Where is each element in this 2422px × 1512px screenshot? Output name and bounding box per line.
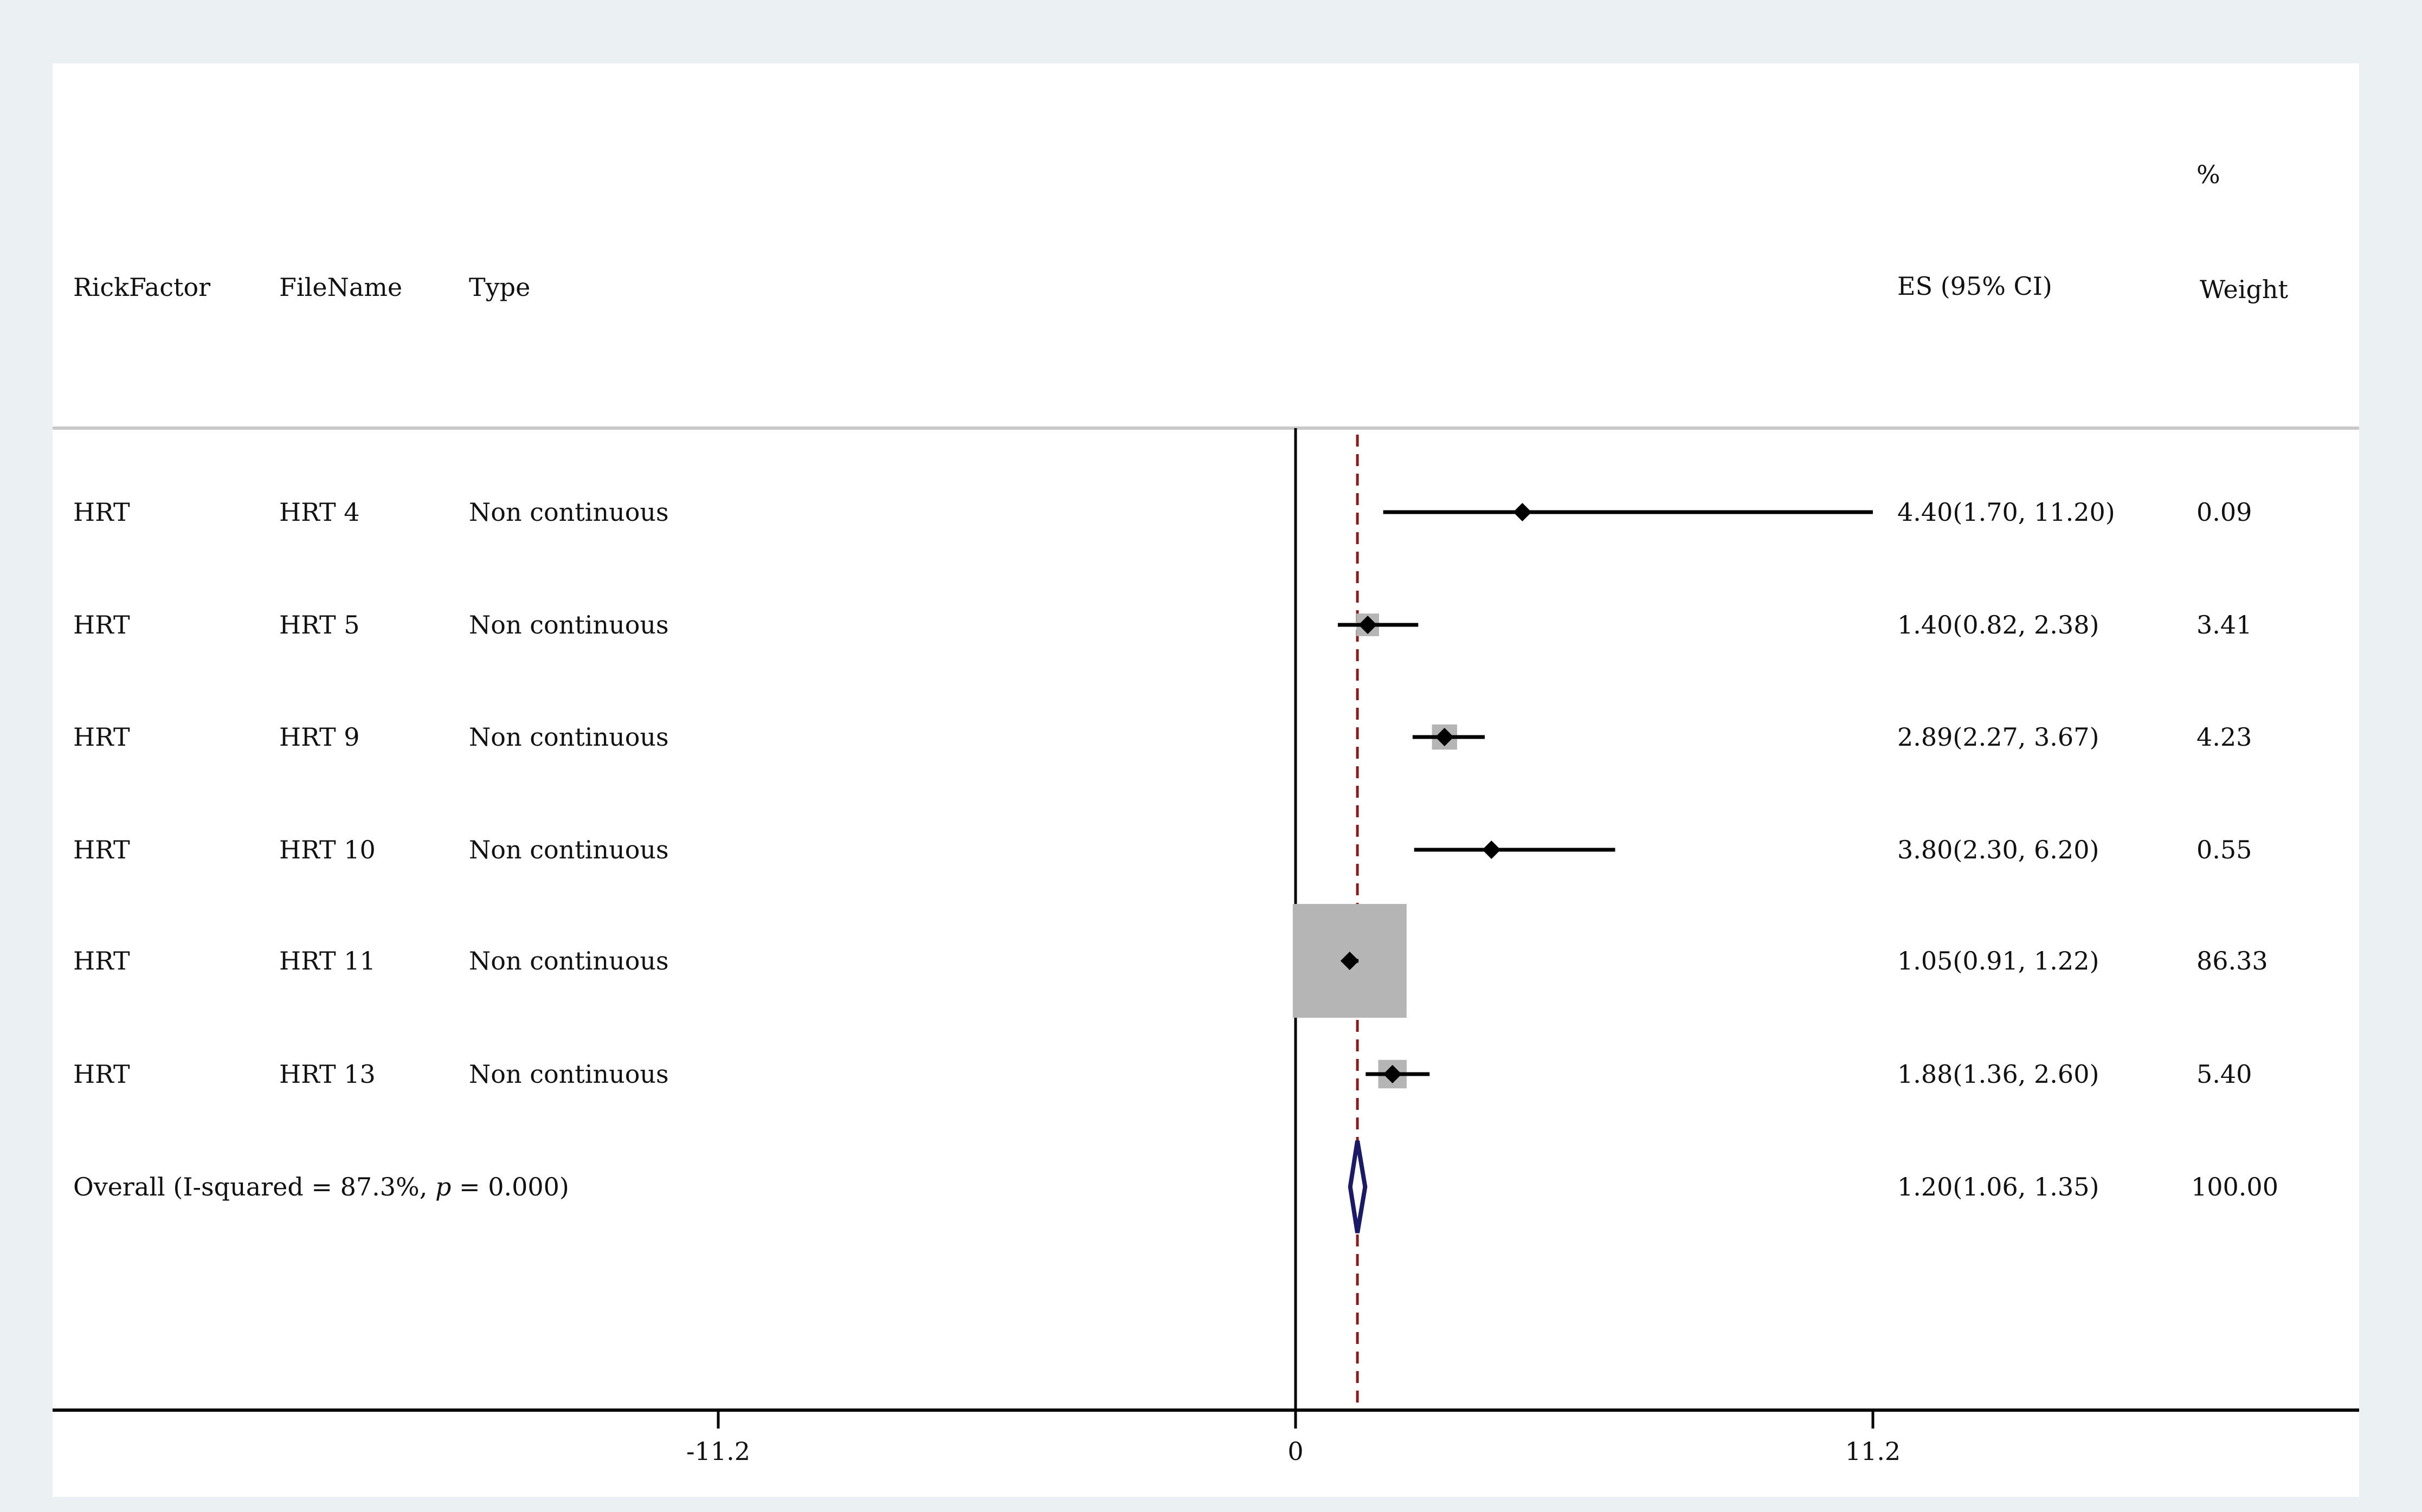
row-weight: 3.41 (2196, 610, 2252, 639)
x-axis: -11.2 0 11.2 (53, 1408, 2359, 1466)
point-estimate (1435, 728, 1454, 746)
row-es-ci: 1.05(0.91, 1.22) (1897, 946, 2099, 975)
row-risk-factor: HRT (73, 610, 130, 639)
row-weight: 5.40 (2196, 1059, 2252, 1089)
row-type: Non continuous (469, 835, 669, 864)
row-weight: 4.23 (2196, 722, 2252, 752)
row-file-name: HRT 4 (279, 497, 360, 527)
overall-es-ci: 1.20(1.06, 1.35) (1897, 1172, 2099, 1201)
study-marks (1292, 503, 1873, 1233)
overall-label-p: p (435, 1172, 451, 1201)
row-es-ci: 3.80(2.30, 6.20) (1897, 835, 2099, 864)
header-weight: Weight (2200, 275, 2289, 304)
x-tick-label: 0 (1287, 1437, 1303, 1466)
header-weight-percent: % (2196, 160, 2220, 189)
x-tick-label: -11.2 (686, 1437, 750, 1466)
row-weight: 0.55 (2196, 835, 2252, 864)
row-type: Non continuous (469, 610, 669, 639)
header-file-name: FileName (279, 273, 402, 302)
study-rows: HRT HRT 4 Non continuous 4.40(1.70, 11.20) 0… (73, 497, 2278, 1201)
header-es-ci: ES (95% CI) (1897, 272, 2052, 301)
overall-label: Overall (I-squared = 87.3%, p = 0.000) (73, 1172, 569, 1201)
point-estimate (1513, 503, 1532, 521)
point-estimate (1482, 841, 1501, 859)
row-risk-factor: HRT (73, 835, 130, 864)
header-type: Type (469, 273, 530, 302)
row-file-name: HRT 11 (279, 946, 376, 975)
row-type: Non continuous (469, 497, 669, 527)
row-type: Non continuous (469, 1059, 669, 1089)
point-estimate (1383, 1065, 1402, 1083)
overall-label-prefix: Overall (I-squared = 87.3%, (73, 1172, 435, 1201)
row-weight: 86.33 (2196, 946, 2268, 975)
row-type: Non continuous (469, 946, 669, 975)
header-risk-factor: RickFactor (73, 273, 210, 302)
row-type: Non continuous (469, 722, 669, 752)
row-file-name: HRT 13 (279, 1059, 376, 1089)
row-weight: 0.09 (2196, 497, 2252, 527)
row-risk-factor: HRT (73, 1059, 130, 1089)
point-estimate (1358, 616, 1377, 634)
row-risk-factor: HRT (73, 497, 130, 527)
overall-label-suffix: = 0.000) (451, 1172, 569, 1201)
overall-diamond (1348, 1140, 1368, 1233)
column-headers: RickFactor FileName Type ES (95% CI) % W… (73, 160, 2289, 304)
row-risk-factor: HRT (73, 722, 130, 752)
x-tick-label: 11.2 (1845, 1437, 1901, 1466)
overall-weight: 100.00 (2191, 1172, 2278, 1201)
plot-area-background (53, 63, 2359, 1497)
row-es-ci: 4.40(1.70, 11.20) (1897, 497, 2115, 527)
point-estimate (1340, 952, 1359, 970)
row-file-name: HRT 5 (279, 610, 360, 639)
row-file-name: HRT 9 (279, 722, 360, 752)
row-es-ci: 1.88(1.36, 2.60) (1897, 1059, 2099, 1089)
row-file-name: HRT 10 (279, 835, 376, 864)
row-risk-factor: HRT (73, 946, 130, 975)
row-es-ci: 2.89(2.27, 3.67) (1897, 722, 2099, 752)
row-es-ci: 1.40(0.82, 2.38) (1897, 610, 2099, 639)
